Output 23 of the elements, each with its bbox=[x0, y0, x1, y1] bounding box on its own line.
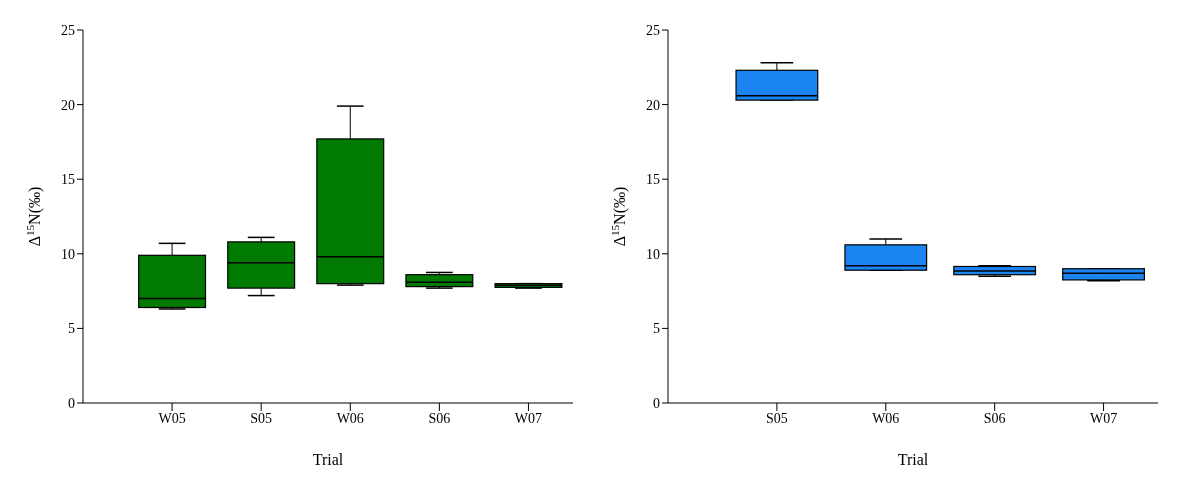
x-tick-label: S05 bbox=[250, 410, 273, 426]
y-tick-label: 10 bbox=[646, 246, 660, 262]
x-axis-title: Trial bbox=[312, 451, 344, 468]
x-tick-label: S06 bbox=[428, 410, 451, 426]
y-tick-label: 10 bbox=[61, 246, 75, 262]
x-tick-label: W07 bbox=[514, 410, 543, 426]
x-tick-label: W05 bbox=[158, 410, 186, 426]
y-tick-label: 15 bbox=[646, 172, 660, 188]
y-tick-label: 20 bbox=[61, 97, 75, 113]
y-tick-label: 5 bbox=[653, 321, 660, 337]
y-tick-label: 15 bbox=[61, 172, 75, 188]
x-tick-label: W06 bbox=[872, 410, 900, 426]
y-tick-label: 5 bbox=[68, 321, 75, 337]
y-tick-label: 0 bbox=[653, 395, 660, 411]
y-tick-label: 0 bbox=[68, 395, 75, 411]
y-tick-label: 20 bbox=[646, 97, 660, 113]
x-tick-label: S06 bbox=[983, 410, 1006, 426]
x-tick-label: W06 bbox=[336, 410, 364, 426]
x-axis-title: Trial bbox=[897, 451, 929, 468]
x-tick-label: W07 bbox=[1089, 410, 1118, 426]
y-tick-label: 25 bbox=[646, 22, 660, 38]
x-tick-label: S05 bbox=[765, 410, 788, 426]
y-tick-label: 25 bbox=[61, 22, 75, 38]
